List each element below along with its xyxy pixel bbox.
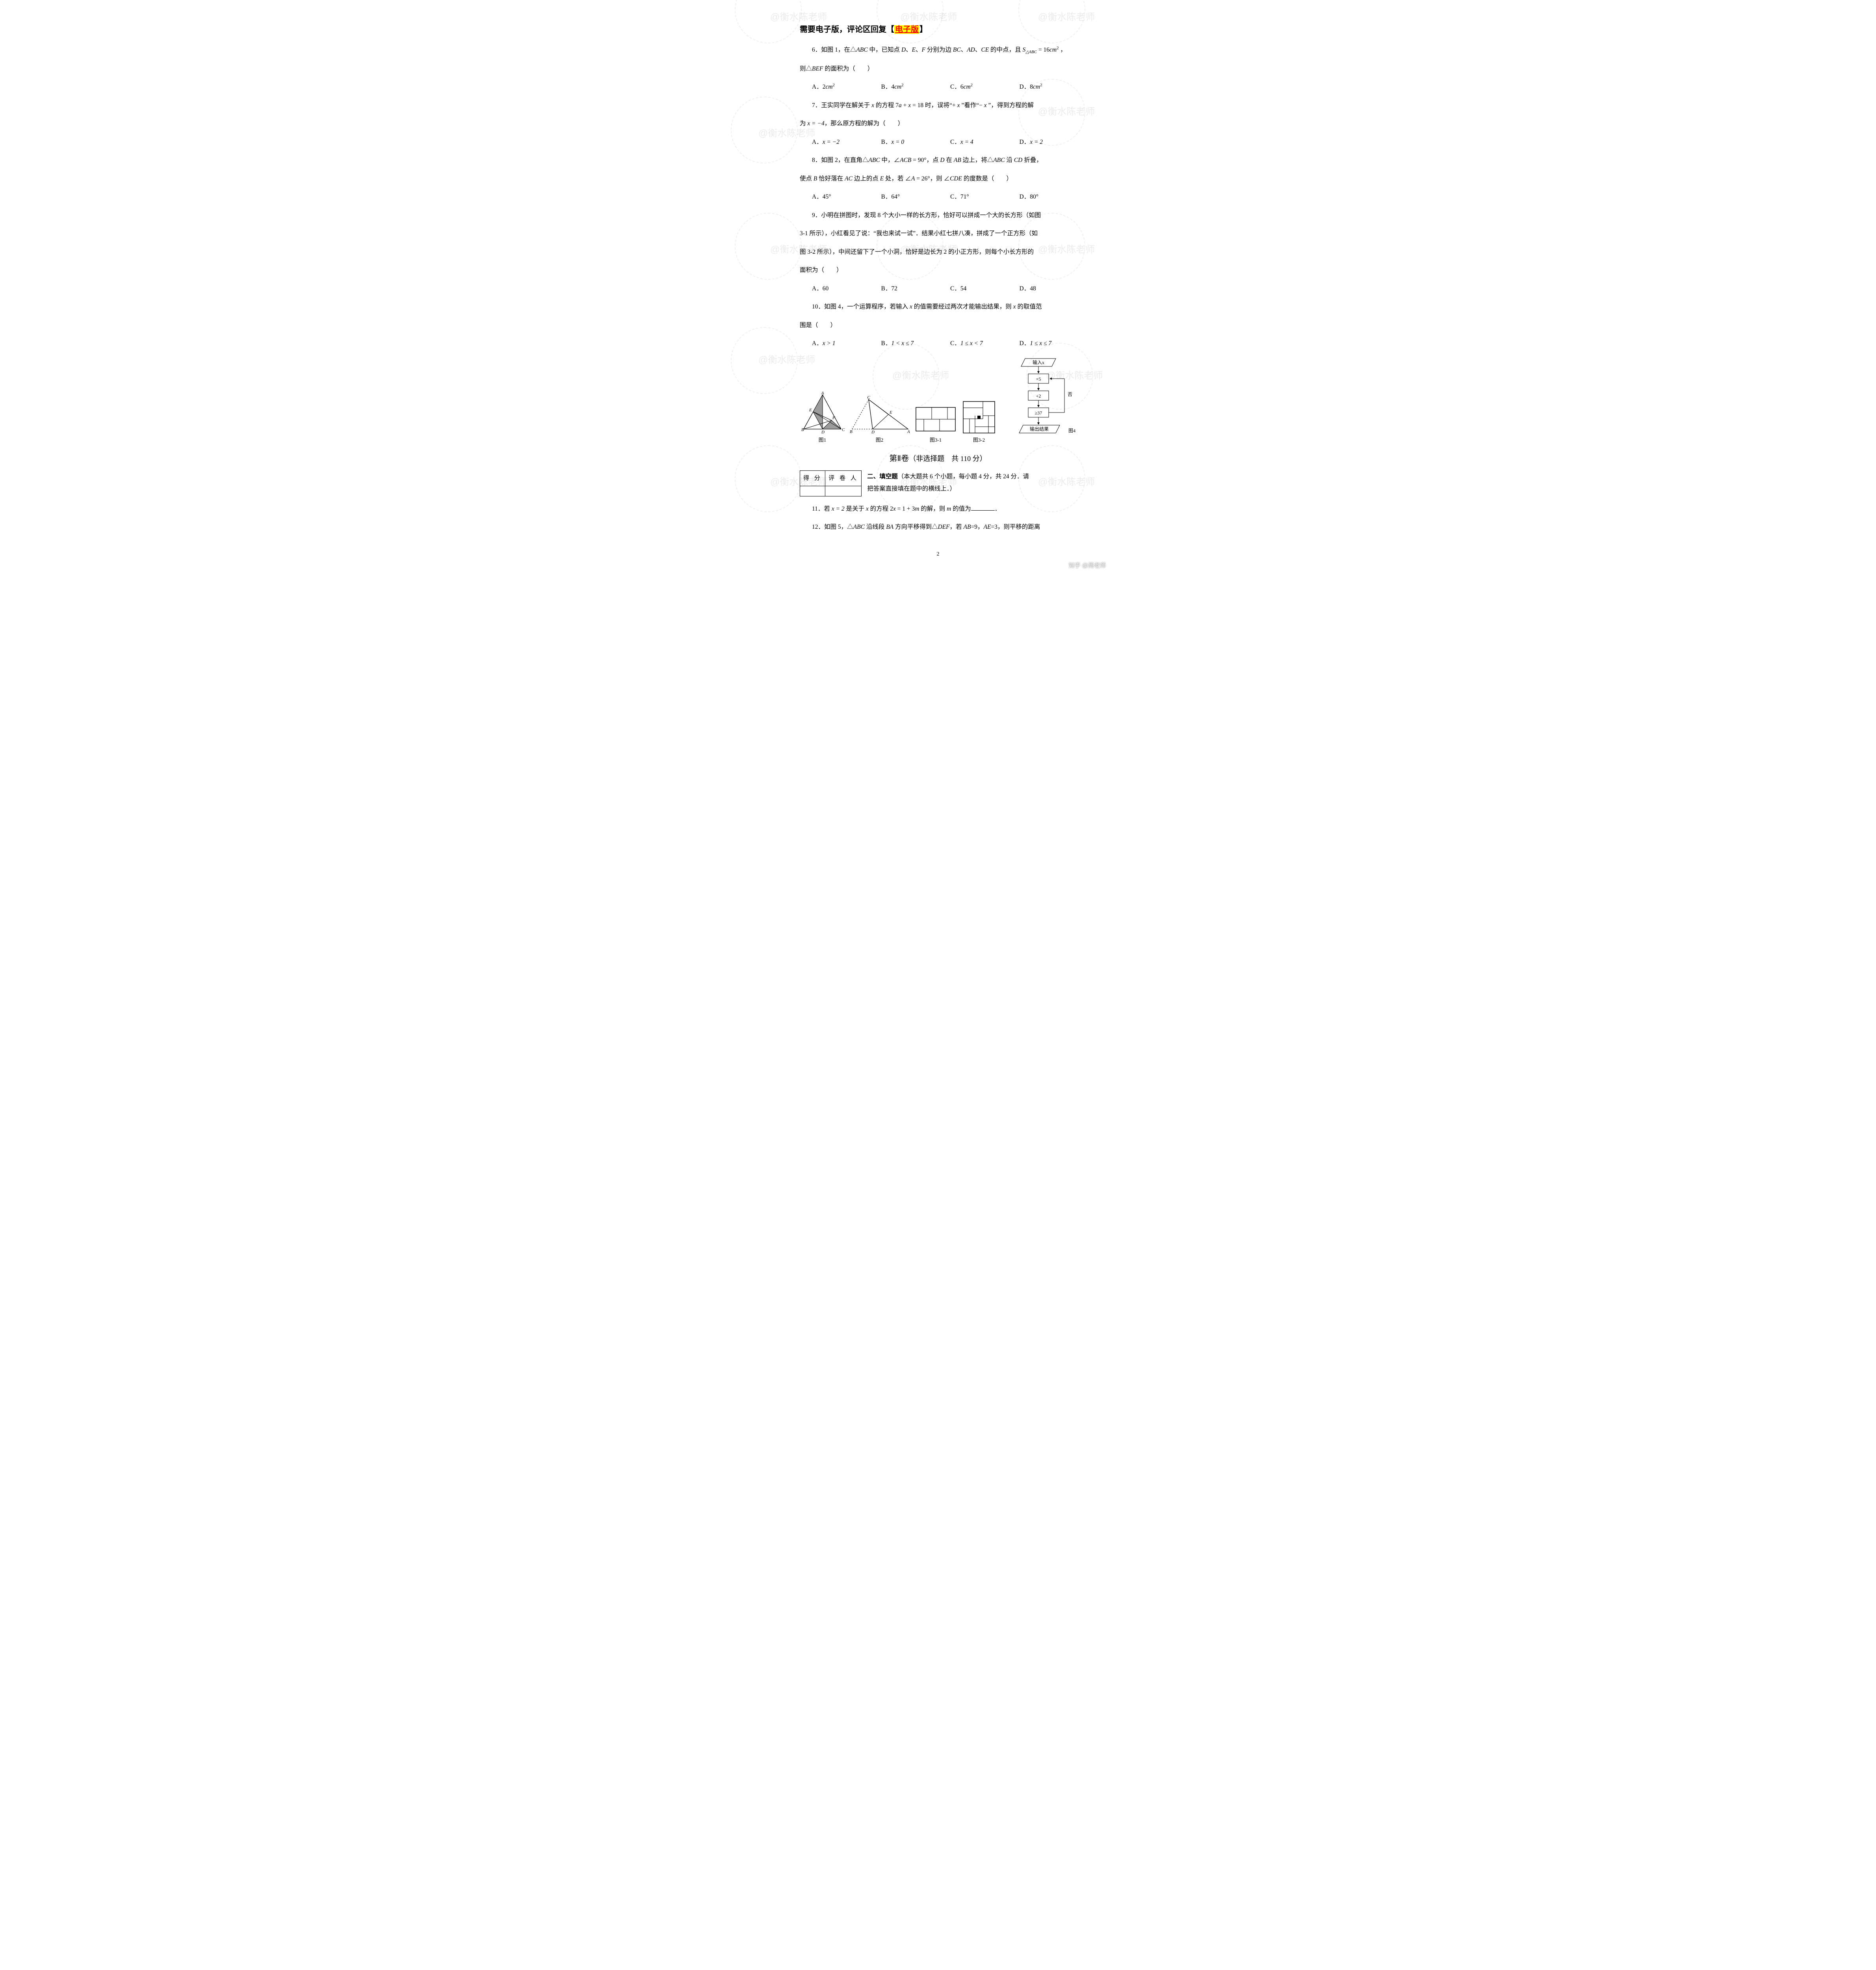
score-blank1 (800, 486, 825, 496)
opt-b: B．64° (869, 191, 938, 203)
svg-text:D: D (821, 430, 825, 435)
page-header: 需要电子版，评论区回复【电子版】 (800, 22, 1076, 37)
figure-2: C B D A E 图2 (849, 396, 910, 445)
opt-d: D．48 (1007, 282, 1077, 295)
question-6: 6．如图 1，在△ABC 中，已知点 D、E、F 分别为边 BC、AD、CE 的… (800, 44, 1076, 57)
opt-b: B．72 (869, 282, 938, 295)
svg-text:输入x: 输入x (1033, 359, 1044, 365)
svg-text:B: B (801, 427, 804, 432)
opt-d: D．8cm2 (1007, 81, 1077, 93)
svg-text:D: D (871, 430, 875, 435)
svg-text:A: A (821, 392, 824, 396)
zhihu-watermark: 知乎 @周老师 (1069, 560, 1106, 572)
figure-3-1-label: 图3-1 (914, 435, 957, 445)
watermark-circle (735, 445, 802, 512)
opt-a: A．x = −2 (800, 136, 869, 148)
question-7-options: A．x = −2 B．x = 0 C．x = 4 D．x = 2 (800, 136, 1076, 148)
question-9: 9．小明在拼图时，发现 8 个大小一样的长方形，恰好可以拼成一个大的长方形（如图 (800, 209, 1076, 221)
question-8-options: A．45° B．64° C．71° D．80° (800, 191, 1076, 203)
figure-3-1-svg (914, 405, 957, 435)
header-highlight: 电子版 (894, 25, 919, 34)
question-9-l4: 面积为（ ） (800, 264, 1076, 276)
opt-b: B．1 < x ≤ 7 (869, 337, 938, 349)
figure-4-svg: 输入x ×5 +2 ≥37 输出结果 (1009, 357, 1076, 445)
svg-text:E: E (889, 410, 892, 415)
watermark-circle (735, 213, 802, 280)
exam-page: 需要电子版，评论区回复【电子版】 6．如图 1，在△ABC 中，已知点 D、E、… (762, 0, 1114, 576)
opt-d: D．1 ≤ x ≤ 7 (1007, 337, 1077, 349)
question-10: 10．如图 4，一个运算程序，若输入 x 的值需要经过两次才能输出结果，则 x … (800, 301, 1076, 313)
figure-3-2-svg (961, 400, 997, 435)
question-8-line2: 使点 B 恰好落在 AC 边上的点 E 处，若 ∠A = 26°，则 ∠CDE … (800, 173, 1076, 185)
question-10-l2: 围是（ ） (800, 319, 1076, 331)
svg-text:×5: ×5 (1036, 376, 1041, 382)
svg-text:≥37: ≥37 (1035, 410, 1042, 416)
question-8: 8．如图 2，在直角△ABC 中，∠ACB = 90°，点 D 在 AB 边上，… (800, 154, 1076, 166)
score-row: 得 分评 卷 人 二、填空题（本大题共 6 个小题，每小题 4 分，共 24 分… (800, 470, 1076, 496)
svg-text:输出结果: 输出结果 (1030, 426, 1049, 432)
opt-b: B．x = 0 (869, 136, 938, 148)
question-7-line2: 为 x = −4，那么原方程的解为（ ） (800, 117, 1076, 130)
question-7: 7．王实同学在解关于 x 的方程 7a + x = 18 时，误将“+ x ”看… (800, 99, 1076, 112)
svg-text:C: C (867, 396, 870, 400)
figure-3-1: 图3-1 (914, 405, 957, 445)
section-2-title: 第Ⅱ卷（非选择题 共 110 分） (800, 451, 1076, 466)
figure-1: A B C D E F 图1 (800, 392, 845, 445)
figure-3-2-label: 图3-2 (961, 435, 997, 445)
figure-2-svg: C B D A E (849, 396, 910, 435)
watermark-circle (735, 0, 802, 43)
svg-text:E: E (809, 408, 812, 413)
question-12: 12．如图 5，△ABC 沿线段 BA 方向平移得到△DEF，若 AB=9，AE… (800, 521, 1076, 533)
question-11: 11．若 x = 2 是关于 x 的方程 2x = 1 + 3m 的解，则 m … (800, 503, 1076, 515)
opt-c: C．6cm2 (938, 81, 1007, 93)
question-6-options: A．2cm2 B．4cm2 C．6cm2 D．8cm2 (800, 81, 1076, 93)
header-prefix: 需要电子版，评论区回复【 (800, 25, 894, 34)
figure-1-label: 图1 (800, 435, 845, 445)
score-table: 得 分评 卷 人 (800, 470, 862, 496)
question-9-options: A．60 B．72 C．54 D．48 (800, 282, 1076, 295)
opt-d: D．x = 2 (1007, 136, 1077, 148)
svg-text:图4: 图4 (1068, 428, 1075, 433)
opt-c: C．1 ≤ x < 7 (938, 337, 1007, 349)
score-col2: 评 卷 人 (825, 471, 862, 486)
opt-c: C．54 (938, 282, 1007, 295)
svg-text:B: B (850, 429, 853, 434)
score-blank2 (825, 486, 862, 496)
opt-c: C．71° (938, 191, 1007, 203)
score-col1: 得 分 (800, 471, 825, 486)
figure-4: 输入x ×5 +2 ≥37 输出结果 (1009, 357, 1076, 445)
opt-b: B．4cm2 (869, 81, 938, 93)
opt-a: A．60 (800, 282, 869, 295)
svg-text:+2: +2 (1036, 393, 1041, 399)
fill-blank-title: 二、填空题（本大题共 6 个小题，每小题 4 分，共 24 分．请 把答案直接填… (867, 470, 1076, 495)
figures-row: A B C D E F 图1 C B D A E 图2 (800, 357, 1076, 445)
figure-3-2: 图3-2 (961, 400, 997, 445)
svg-text:F: F (832, 416, 835, 420)
page-number: 2 (800, 549, 1076, 560)
svg-text:C: C (842, 427, 845, 432)
blank-11 (971, 504, 995, 511)
svg-text:A: A (907, 429, 910, 434)
watermark-circle (731, 97, 798, 164)
svg-text:否: 否 (1068, 392, 1072, 397)
figure-2-label: 图2 (849, 435, 910, 445)
opt-a: A．x > 1 (800, 337, 869, 349)
figure-1-svg: A B C D E F (800, 392, 845, 435)
header-suffix: 】 (919, 25, 927, 34)
opt-a: A．2cm2 (800, 81, 869, 93)
question-9-l2: 3-1 所示），小红看见了说：“我也来试一试”．结果小红七拼八凑，拼成了一个正方… (800, 227, 1076, 240)
opt-d: D．80° (1007, 191, 1077, 203)
question-9-l3: 图 3-2 所示），中间还留下了一个小洞，恰好是边长为 2 的小正方形，则每个小… (800, 246, 1076, 258)
opt-a: A．45° (800, 191, 869, 203)
question-10-options: A．x > 1 B．1 < x ≤ 7 C．1 ≤ x < 7 D．1 ≤ x … (800, 337, 1076, 349)
watermark-circle (731, 327, 798, 394)
question-6-line2: 则△BEF 的面积为（ ） (800, 63, 1076, 75)
opt-c: C．x = 4 (938, 136, 1007, 148)
